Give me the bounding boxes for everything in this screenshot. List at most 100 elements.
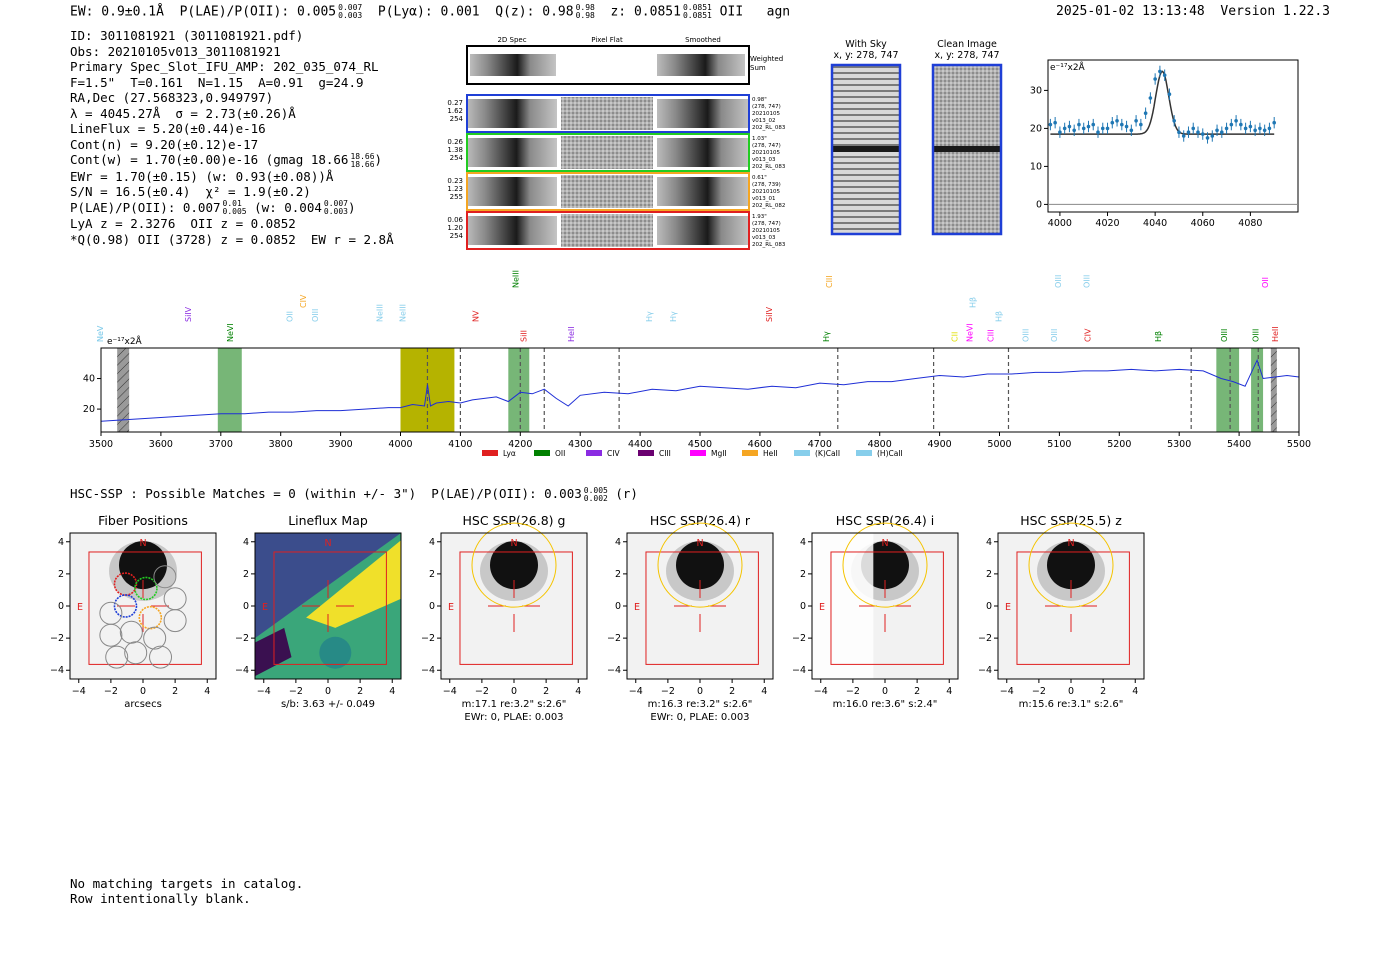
cutout-panel: HSC SSP(25.5) z N E −4 −2 0 2 4 4 2 0 −2 −4 m:15.6 re…: [978, 513, 1145, 710]
fit-data-point: [1253, 124, 1257, 136]
legend-label: HeII: [763, 449, 778, 458]
fiber-circle: [105, 645, 129, 669]
fiber-spec-2d: [467, 216, 557, 245]
fit-data-point: [1162, 69, 1167, 81]
fiber-row-meta: v013_03: [752, 157, 776, 163]
cutout-title: Fiber Positions: [98, 513, 188, 528]
spectrum-legend-item: CIV: [586, 449, 620, 458]
legend-swatch: [742, 450, 758, 456]
fit-point-marker: [1239, 122, 1243, 127]
spectrum-axes-frame: [100, 347, 1300, 433]
weighted-sum-label: Weighted: [750, 55, 783, 63]
cutout-y-tick-label: −2: [421, 633, 435, 644]
info-params: F=1.5" T=0.161 N=1.15 A=0.91 g=24.9: [70, 74, 364, 90]
fit-point-marker: [1072, 128, 1076, 133]
spectrum-line-label: NV: [471, 310, 480, 322]
fit-data-point: [1181, 130, 1186, 142]
fit-model-curve: [1050, 70, 1275, 135]
fit-data-point: [1067, 120, 1072, 133]
spectrum-x-tick-label: 5500: [1287, 439, 1311, 450]
fiber-row-meta: 202_RL_082: [752, 203, 785, 209]
info-lineflux: LineFlux = 5.20(±0.44)e-16: [70, 121, 266, 136]
fit-point-marker: [1153, 77, 1157, 81]
north-label: N: [510, 538, 517, 549]
cutout-title: HSC SSP(26.4) r: [650, 513, 751, 528]
cutout-title: HSC SSP(26.8) g: [463, 513, 566, 528]
spectrum-x-tick-label: 5300: [1167, 439, 1191, 450]
fiber-row-value: 0.23: [447, 177, 463, 185]
fiber-circle: [149, 645, 173, 669]
east-label: E: [262, 602, 268, 613]
fit-data-point: [1177, 126, 1181, 138]
legend-label: CIV: [607, 449, 620, 458]
fiber-row-value: 0.26: [447, 138, 463, 146]
spectrum-flux-line: [100, 358, 1300, 422]
spectrum-line-label: OIII: [1220, 329, 1229, 342]
cutout-y-tick-label: 4: [986, 537, 992, 548]
match-ellipse: [842, 522, 928, 608]
spectrum-line-label: OII: [286, 311, 295, 322]
fit-data-point: [1229, 118, 1234, 131]
cutout-x-tick-label: 4: [946, 686, 952, 697]
header-plae: P(LAE)/P(OII): 0.005: [179, 4, 337, 20]
fit-point-marker: [1120, 122, 1124, 127]
fit-data-point: [1134, 115, 1138, 127]
header-q: Q(z): 0.98: [495, 4, 574, 20]
fiber-spec-2d: [467, 99, 557, 128]
spectrum-legend-item: (H)CaII: [856, 449, 903, 458]
aperture-box: [273, 551, 387, 665]
legend-label: OII: [555, 449, 565, 458]
fit-data-point: [1172, 115, 1176, 127]
fit-x-tick-label: 4000: [1048, 218, 1072, 229]
cutout-panel: Lineflux Map N E −4 −2 0 2 4 4 2 0 −2 −4 s/b: 3.63 +/…: [235, 513, 402, 710]
fit-point-marker: [1196, 130, 1200, 134]
fiber-smoothed: [657, 177, 749, 206]
fit-data-point: [1139, 118, 1143, 131]
fit-point-marker: [1253, 128, 1257, 133]
hsc-summary-text: HSC-SSP : Possible Matches = 0 (within +…: [70, 486, 582, 501]
fiber-circle: [153, 565, 177, 589]
galaxy-core: [490, 541, 538, 590]
header-plae-lo: 0.003: [338, 11, 363, 20]
spectrum-x-tick-label: 3600: [149, 439, 173, 450]
hsc-band: (r): [615, 486, 638, 501]
spectrum-line-label: NeVI: [226, 323, 235, 342]
fiber-row-frame: [466, 172, 750, 211]
cutout-y-tick-label: −4: [50, 665, 64, 676]
fiber-spec-2d: [467, 138, 557, 167]
fit-data-point: [1077, 118, 1081, 131]
aperture-box: [645, 551, 759, 665]
spectrum-line-label: NeVI: [966, 323, 975, 342]
cutout-panel: HSC SSP(26.8) g N E −4 −2 0 2 4 4 2 0 −2 −4 m:17.1 re…: [421, 513, 588, 723]
match-ellipse: [1028, 522, 1114, 608]
fit-point-marker: [1091, 122, 1096, 127]
fit-point-marker: [1048, 122, 1053, 127]
info-gmag-lo: 18.66: [350, 159, 375, 169]
legend-label: MgII: [711, 449, 727, 458]
fit-data-point: [1124, 120, 1129, 133]
info-lambda: λ = 4045.27Å σ = 2.73(±0.26)Å: [70, 105, 296, 121]
fit-point-marker: [1105, 126, 1110, 131]
cutout-x-tick-label: 0: [697, 686, 703, 697]
spectrum-line-label: Hγ: [669, 311, 678, 322]
cutout-y-tick-label: 2: [986, 569, 992, 580]
fiber-row-meta: 202_RL_083: [752, 164, 786, 170]
fit-point-marker: [1200, 132, 1205, 136]
fiber-row-meta: (278, 747): [752, 104, 781, 110]
fiber-row-meta: v013_03: [752, 235, 776, 241]
cutout-x-tick-label: 4: [389, 686, 395, 697]
spectrum-y-tick-label: 40: [83, 374, 95, 385]
cutout-y-tick-label: 2: [800, 569, 806, 580]
cutout-y-tick-label: 0: [800, 601, 806, 612]
info-primary: Primary Spec_Slot_IFU_AMP: 202_035_074_R…: [70, 59, 379, 74]
fit-point-marker: [1129, 128, 1134, 133]
cutout-x-tick-label: 0: [882, 686, 888, 697]
spectrum-line-label: NeV: [96, 325, 105, 342]
fiber-row-value: 255: [450, 193, 463, 201]
spectrum-line-label: Hβ: [994, 311, 1003, 322]
spectrum-line-label: SiIV: [765, 306, 774, 322]
spectrum-x-tick-label: 3800: [269, 439, 293, 450]
cutout-x-tick-label: −4: [629, 686, 643, 697]
clean-image-stamp-line: [933, 146, 1001, 152]
